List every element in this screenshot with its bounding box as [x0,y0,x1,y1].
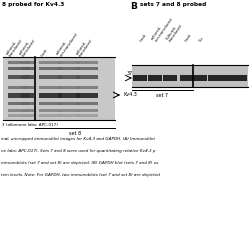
Text: Kv4.3: Kv4.3 [124,92,138,98]
Bar [8,60,30,64]
Bar [58,114,80,116]
Bar [58,75,80,79]
Bar [21,66,34,70]
Text: cultured,
non-transduced: cultured, non-transduced [150,14,174,43]
Text: Cu-: Cu- [199,36,205,43]
Bar [39,66,62,70]
Bar [3,57,115,120]
Bar [133,75,147,81]
Text: mmunoblots (set 7 and set 8) are depicted. (B) GAPDH blot (sets 7 and 8) us: mmunoblots (set 7 and set 8) are depicte… [1,161,158,165]
Bar [21,92,34,98]
Text: set 8: set 8 [69,131,81,136]
Text: cultured,
non-transduced: cultured, non-transduced [55,30,78,58]
Bar [76,75,98,79]
Bar [39,75,62,79]
Bar [58,102,80,104]
Text: fresh: fresh [185,33,193,43]
Bar [8,86,30,88]
Bar [21,75,34,79]
Bar [39,114,62,116]
Text: fresh: fresh [140,33,148,43]
Text: ne labs: APC-017). Sets 7 and 8 were used for quantitating relative Kv4.3 p: ne labs: APC-017). Sets 7 and 8 were use… [1,149,156,153]
Bar [148,75,162,81]
Text: set 7: set 7 [156,93,168,98]
Bar [58,86,80,88]
Text: inal, uncropped immunoblot images for Kv4.3 and GAPDH. (A) Immunoblot: inal, uncropped immunoblot images for Kv… [1,137,155,141]
Bar [8,75,30,79]
Bar [76,66,98,70]
Text: cultured,
transduced: cultured, transduced [75,36,94,58]
Bar [21,108,34,112]
Bar [180,75,194,81]
Bar [222,75,236,81]
Bar [39,92,62,98]
Bar [21,114,34,116]
Bar [193,75,207,81]
Text: 37: 37 [127,71,133,76]
Text: fresh: fresh [41,48,49,58]
Bar [8,92,30,98]
Bar [163,75,177,81]
Bar [58,60,80,64]
Bar [76,108,98,112]
Bar [8,114,30,116]
Text: sets 7 and 8 probed: sets 7 and 8 probed [140,2,206,7]
Bar [39,102,62,104]
Bar [132,65,248,87]
Bar [208,75,222,81]
Bar [236,75,247,81]
Bar [8,66,30,70]
Bar [8,102,30,104]
Text: 8 probed for Kv4.3: 8 probed for Kv4.3 [2,2,64,7]
Text: tein levels. Note: For GAPDH, two immunoblots (set 7 and set 8) are depicted: tein levels. Note: For GAPDH, two immuno… [1,173,160,177]
Bar [8,108,30,112]
Bar [58,92,80,98]
Bar [21,86,34,88]
Bar [58,66,80,70]
Text: cultured,
transduced: cultured, transduced [18,36,37,58]
Bar [76,92,98,98]
Bar [76,86,98,88]
Bar [39,86,62,88]
Bar [39,60,62,64]
Bar [21,102,34,104]
Text: B: B [130,2,137,11]
Bar [58,108,80,112]
Bar [76,102,98,104]
Text: Cultured,
transduced: Cultured, transduced [165,21,184,43]
Text: cultured,
transduced: cultured, transduced [5,36,24,58]
Bar [21,60,34,64]
Bar [76,60,98,64]
Bar [76,114,98,116]
Text: 3 (allomone labs: APC-017): 3 (allomone labs: APC-017) [2,123,58,127]
Bar [39,108,62,112]
